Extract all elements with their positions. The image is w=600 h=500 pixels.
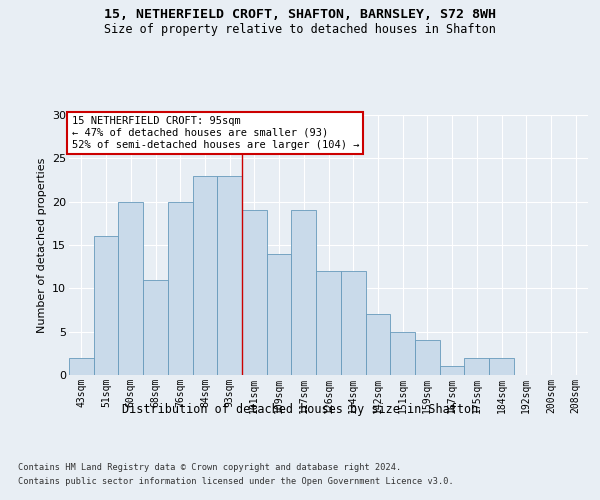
Bar: [390, 332, 415, 375]
Bar: [365, 314, 390, 375]
Bar: [292, 210, 316, 375]
Text: 15 NETHERFIELD CROFT: 95sqm
← 47% of detached houses are smaller (93)
52% of sem: 15 NETHERFIELD CROFT: 95sqm ← 47% of det…: [71, 116, 359, 150]
Bar: [94, 236, 118, 375]
Bar: [464, 358, 489, 375]
Text: Contains HM Land Registry data © Crown copyright and database right 2024.: Contains HM Land Registry data © Crown c…: [18, 462, 401, 471]
Bar: [316, 271, 341, 375]
Bar: [415, 340, 440, 375]
Bar: [143, 280, 168, 375]
Bar: [341, 271, 365, 375]
Bar: [168, 202, 193, 375]
Bar: [267, 254, 292, 375]
Text: Size of property relative to detached houses in Shafton: Size of property relative to detached ho…: [104, 22, 496, 36]
Text: Contains public sector information licensed under the Open Government Licence v3: Contains public sector information licen…: [18, 478, 454, 486]
Bar: [217, 176, 242, 375]
Text: Distribution of detached houses by size in Shafton: Distribution of detached houses by size …: [122, 402, 478, 415]
Bar: [69, 358, 94, 375]
Bar: [489, 358, 514, 375]
Bar: [193, 176, 217, 375]
Text: 15, NETHERFIELD CROFT, SHAFTON, BARNSLEY, S72 8WH: 15, NETHERFIELD CROFT, SHAFTON, BARNSLEY…: [104, 8, 496, 20]
Y-axis label: Number of detached properties: Number of detached properties: [37, 158, 47, 332]
Bar: [440, 366, 464, 375]
Bar: [242, 210, 267, 375]
Bar: [118, 202, 143, 375]
